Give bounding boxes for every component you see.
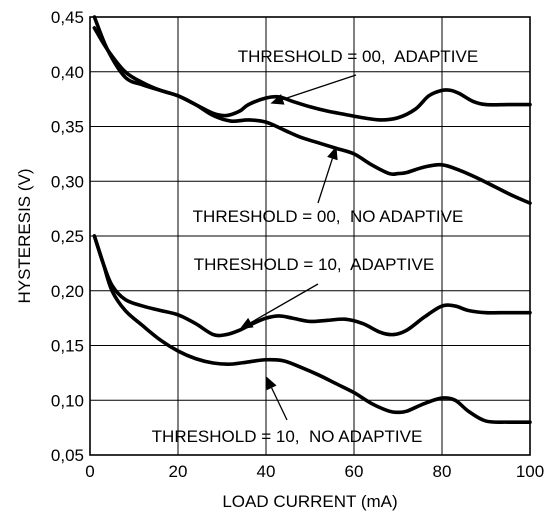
annotation-arrow-line <box>282 74 357 101</box>
x-tick-label: 60 <box>345 462 364 481</box>
annotation-label: THRESHOLD = 00, NO ADAPTIVE <box>193 207 464 226</box>
x-axis-title: LOAD CURRENT (mA) <box>222 492 397 511</box>
y-tick-label: 0,40 <box>51 63 84 82</box>
y-tick-label: 0,10 <box>51 391 84 410</box>
annotation-arrow-line <box>250 283 319 324</box>
series-line-threshold-10-adaptive <box>92 234 532 338</box>
annotation-arrow-line <box>271 387 288 421</box>
y-tick-label: 0,30 <box>51 172 84 191</box>
x-tick-label: 20 <box>169 462 188 481</box>
y-tick-labels: 0,05 0,10 0,15 0,20 0,25 0,30 0,35 0,40 0,45 <box>51 8 84 465</box>
y-tick-label: 0,45 <box>51 8 84 27</box>
annotation-arrowhead <box>266 376 277 391</box>
annotation-arrowhead <box>270 94 285 105</box>
x-tick-label: 0 <box>85 462 94 481</box>
x-tick-labels: 0 20 40 60 80 100 <box>85 462 544 481</box>
x-tick-label: 100 <box>516 462 544 481</box>
y-tick-label: 0,20 <box>51 282 84 301</box>
annotation-arrow-line <box>317 158 334 204</box>
series-line-threshold-00-adaptive <box>92 15 532 122</box>
annotation-label: THRESHOLD = 10, ADAPTIVE <box>194 255 434 274</box>
x-tick-label: 40 <box>257 462 276 481</box>
curve-annotations: THRESHOLD = 00, ADAPTIVE THRESHOLD = 00, … <box>152 47 479 446</box>
y-tick-label: 0,05 <box>51 446 84 465</box>
annotation-arrowhead <box>239 317 254 330</box>
annotation-arrowhead <box>327 146 338 161</box>
y-tick-label: 0,35 <box>51 118 84 137</box>
y-tick-label: 0,25 <box>51 227 84 246</box>
grid-lines <box>89 16 531 456</box>
series-curves <box>92 15 532 425</box>
series-line-threshold-10-no-adaptive <box>92 234 532 425</box>
annotation-label: THRESHOLD = 10, NO ADAPTIVE <box>152 427 423 446</box>
x-tick-label: 80 <box>433 462 452 481</box>
series-line-threshold-00-no-adaptive <box>92 26 532 205</box>
plot-frame <box>89 16 531 456</box>
y-axis-title: HYSTERESIS (V) <box>15 168 34 303</box>
y-tick-label: 0,15 <box>51 337 84 356</box>
annotation-label: THRESHOLD = 00, ADAPTIVE <box>238 47 478 66</box>
